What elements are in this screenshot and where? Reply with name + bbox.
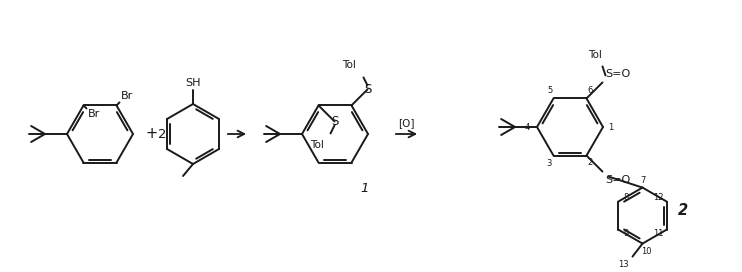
Text: Br: Br [120,91,133,101]
Text: S: S [364,83,371,96]
Text: 1: 1 [608,122,614,131]
Text: Br: Br [88,109,99,119]
Text: 11: 11 [654,229,664,238]
Text: 5: 5 [547,86,552,95]
Text: 8: 8 [623,193,629,202]
Text: Tol: Tol [343,60,356,70]
Text: 7: 7 [640,176,646,185]
Text: 9: 9 [623,229,629,238]
Text: 3: 3 [546,159,551,168]
Text: Tol: Tol [588,50,602,60]
Text: 6: 6 [588,86,593,95]
Text: 1: 1 [361,183,370,196]
Text: S=O: S=O [605,175,631,185]
Text: 2: 2 [158,128,166,141]
Text: 2: 2 [588,158,593,167]
Text: 12: 12 [654,193,664,202]
Text: SH: SH [186,78,201,88]
Text: Tol: Tol [309,140,324,150]
Text: 10: 10 [641,247,651,256]
Text: S=O: S=O [605,69,631,79]
Text: 13: 13 [618,259,628,268]
Text: S: S [331,115,338,128]
Text: [O]: [O] [398,118,414,128]
Text: +: + [146,126,158,141]
Text: 4: 4 [525,122,530,131]
Text: 2: 2 [677,203,688,218]
